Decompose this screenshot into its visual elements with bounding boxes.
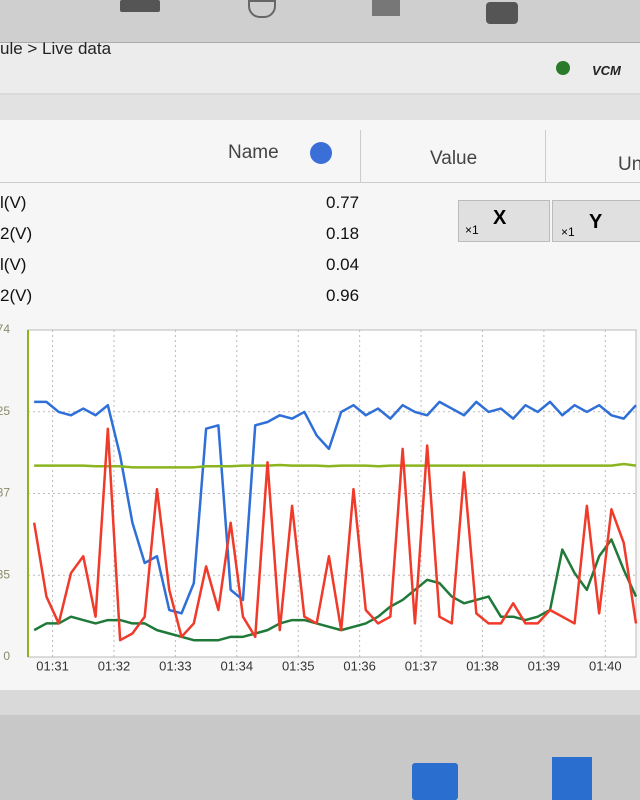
- flag-button[interactable]: [552, 757, 592, 800]
- chart: 0 35 37 25 74 01:31 01:32 01:33 01:34 01:35 01:36 0…: [0, 322, 638, 673]
- icon[interactable]: [486, 2, 518, 24]
- x-tick-label: 01:34: [221, 658, 254, 673]
- toolbar: [0, 0, 640, 43]
- zoom-x-button[interactable]: ×1 X: [458, 200, 550, 242]
- x-tick-label: 01:35: [282, 658, 315, 673]
- row-name: 2(V): [0, 286, 33, 305]
- y-tick-label: 74: [0, 322, 10, 336]
- series-line: [34, 400, 637, 615]
- zoom-label: X: [493, 207, 507, 229]
- icon[interactable]: [248, 0, 276, 18]
- refresh-button[interactable]: [412, 763, 458, 800]
- row-value: 0.77: [326, 193, 360, 212]
- y-tick-label: 25: [0, 404, 10, 418]
- x-tick-label: 01:39: [528, 658, 561, 673]
- row-name: 2(V): [0, 224, 33, 243]
- zoom-factor: ×1: [561, 225, 575, 239]
- header-name: Name: [228, 142, 279, 163]
- row-value: 0.04: [326, 255, 360, 274]
- x-tick-label: 01:36: [343, 658, 376, 673]
- x-tick-label: 01:32: [98, 658, 131, 673]
- divider: [360, 130, 361, 182]
- header-unit: Un: [618, 154, 640, 175]
- header-value: Value: [430, 148, 478, 169]
- icon[interactable]: [372, 0, 400, 16]
- row-value: 0.96: [326, 286, 360, 305]
- y-tick-label: 37: [0, 486, 10, 500]
- x-tick-label: 01:38: [466, 658, 499, 673]
- divider: [545, 130, 546, 182]
- separator: [0, 95, 640, 120]
- zoom-y-button[interactable]: ×1 Y: [552, 200, 640, 242]
- globe-icon: [556, 61, 570, 75]
- sort-icon[interactable]: [310, 142, 332, 164]
- x-tick-label: 01:37: [405, 658, 438, 673]
- x-tick-label: 01:40: [589, 658, 622, 673]
- x-tick-label: 01:33: [159, 658, 192, 673]
- row-name: l(V): [0, 255, 27, 274]
- bottom-bar: [0, 715, 640, 800]
- breadcrumb: ule > Live data: [0, 39, 112, 58]
- series-line: [34, 462, 637, 469]
- series-line: [33, 538, 638, 642]
- y-tick-label: 35: [0, 567, 10, 581]
- breadcrumb-bar: ule > Live data VCM: [0, 39, 640, 93]
- y-tick-label: 0: [3, 649, 10, 663]
- table-header: Name Value Un: [0, 130, 640, 183]
- row-value: 0.18: [326, 224, 360, 243]
- x-tick-label: 01:31: [36, 658, 69, 673]
- module-label: VCM: [592, 63, 621, 78]
- zoom-label: Y: [589, 211, 603, 233]
- row-name: l(V): [0, 193, 27, 212]
- zoom-factor: ×1: [465, 223, 479, 237]
- icon[interactable]: [120, 0, 160, 12]
- series-line: [32, 427, 638, 642]
